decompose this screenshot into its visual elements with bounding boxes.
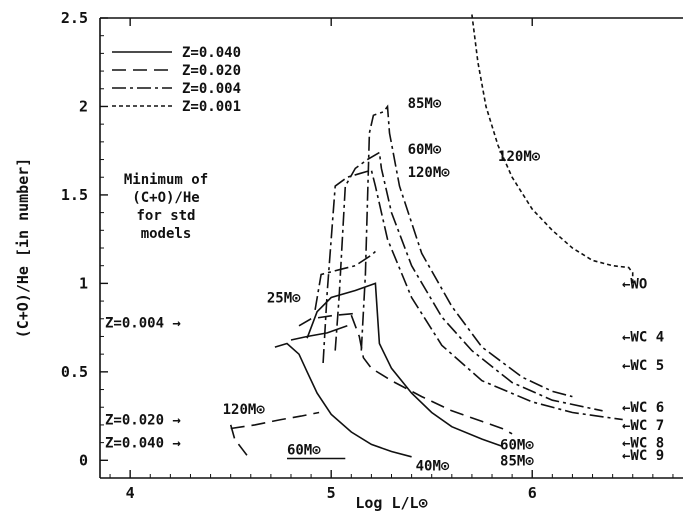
legend-label: Z=0.020 bbox=[182, 63, 241, 79]
minimum-heading-line: Minimum of bbox=[124, 172, 208, 188]
mass-label: 60M⊙ bbox=[408, 142, 442, 158]
minimum-z-label: Z=0.004 → bbox=[105, 315, 181, 331]
y-tick-label: 1.5 bbox=[61, 186, 88, 204]
legend-label: Z=0.040 bbox=[182, 45, 241, 61]
y-tick-label: 2 bbox=[79, 97, 88, 115]
minimum-heading-line: models bbox=[141, 226, 192, 242]
y-tick-label: 0.5 bbox=[61, 363, 88, 381]
y-tick-label: 0 bbox=[79, 451, 88, 469]
wr-type-label: ←WC 7 bbox=[622, 418, 664, 434]
mass-label: 60M⊙ bbox=[500, 437, 534, 453]
mass-label: 25M⊙ bbox=[267, 291, 301, 307]
mass-label: 85M⊙ bbox=[408, 96, 442, 112]
legend-label: Z=0.004 bbox=[182, 81, 241, 97]
y-tick-label: 2.5 bbox=[61, 9, 88, 27]
mass-label: 85M⊙ bbox=[500, 453, 534, 469]
wr-type-label: ←WO bbox=[622, 276, 647, 292]
mass-label: 120M⊙ bbox=[498, 149, 541, 165]
wr-type-label: ←WC 4 bbox=[622, 329, 664, 345]
x-tick-label: 5 bbox=[327, 484, 336, 502]
wr-type-label: ←WC 6 bbox=[622, 400, 664, 416]
minimum-heading-line: for std bbox=[136, 208, 195, 224]
x-tick-label: 4 bbox=[126, 484, 135, 502]
mass-label: 60M⊙ bbox=[287, 443, 321, 459]
x-tick-label: 6 bbox=[528, 484, 537, 502]
y-axis-label: (C+O)/He [in number] bbox=[14, 158, 32, 339]
y-tick-label: 1 bbox=[79, 274, 88, 292]
mass-label: 40M⊙ bbox=[416, 459, 450, 475]
minimum-z-label: Z=0.020 → bbox=[105, 413, 181, 429]
minimum-z-label: Z=0.040 → bbox=[105, 436, 181, 452]
mass-label: 120M⊙ bbox=[408, 165, 451, 181]
legend-label: Z=0.001 bbox=[182, 99, 241, 115]
wr-type-label: ←WC 5 bbox=[622, 358, 664, 374]
minimum-heading-line: (C+O)/He bbox=[132, 190, 199, 206]
wr-type-label: ←WC 9 bbox=[622, 448, 664, 464]
mass-label: 120M⊙ bbox=[223, 402, 266, 418]
x-axis-label: Log L/L⊙ bbox=[355, 494, 427, 512]
